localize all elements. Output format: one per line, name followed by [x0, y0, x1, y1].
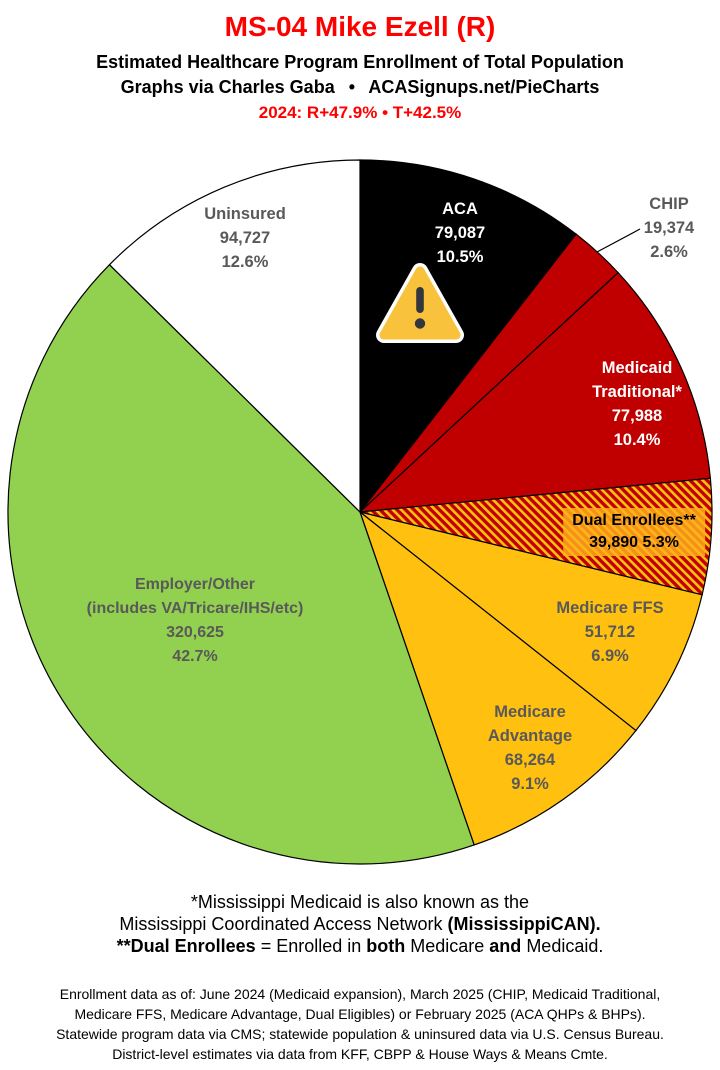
slice-label-medicare-advantage: Medicare Advantage 68,264 9.1%: [487, 703, 573, 793]
header: MS-04 Mike Ezell (R) Estimated Healthcar…: [0, 10, 720, 125]
footnote-line3: **Dual Enrollees = Enrolled in both Medi…: [116, 936, 604, 956]
source-note: Enrollment data as of: June 2024 (Medica…: [0, 984, 720, 1064]
source-line4: District-level estimates via data from K…: [112, 1046, 608, 1062]
source-line3: Statewide program data via CMS; statewid…: [56, 1026, 664, 1042]
slice-label-medicaid-traditional: Medicaid Traditional* 77,988 10.4%: [592, 359, 682, 449]
pie-slice-employer-other: [7, 263, 475, 865]
source-line2: Medicare FFS, Medicare Advantage, Dual E…: [74, 1006, 646, 1022]
pie-slice-aca: [359, 159, 577, 514]
partisan-lean-line: 2024: R+47.9% • T+42.5%: [258, 103, 462, 122]
chip-callout-line: [596, 228, 641, 253]
pie-slices: [7, 159, 713, 865]
footnote-line1: *Mississippi Medicaid is also known as t…: [190, 892, 530, 912]
slice-label-medicare-ffs: Medicare FFS 51,712 6.9%: [556, 599, 664, 665]
slice-label-chip: CHIP 19,374 2.6%: [643, 195, 695, 261]
page-title: MS-04 Mike Ezell (R): [224, 11, 496, 42]
slice-label-dual-enrollees: Dual Enrollees** 39,890 5.3%: [563, 508, 705, 556]
pie-slice-medicare-ffs: [359, 511, 703, 732]
slice-label-employer-other: Employer/Other (includes VA/Tricare/IHS/…: [86, 576, 304, 665]
pie-slice-uninsured: [108, 159, 361, 514]
slice-label-uninsured: Uninsured 94,727 12.6%: [204, 205, 286, 271]
pie-slice-medicare-advantage: [358, 510, 637, 846]
slice-label-aca: ACA 79,087 10.5%: [434, 200, 486, 266]
pie-slice-medicaid-traditional: [358, 271, 712, 513]
warning-icon: [376, 263, 464, 343]
footnote-line2: Mississippi Coordinated Access Network (…: [119, 914, 601, 934]
footnotes: *Mississippi Medicaid is also known as t…: [0, 891, 720, 957]
chart-subtitle: Estimated Healthcare Program Enrollment …: [96, 52, 624, 72]
credit-line: Graphs via Charles Gaba • ACASignups.net…: [120, 77, 600, 97]
source-line1: Enrollment data as of: June 2024 (Medica…: [59, 986, 661, 1002]
